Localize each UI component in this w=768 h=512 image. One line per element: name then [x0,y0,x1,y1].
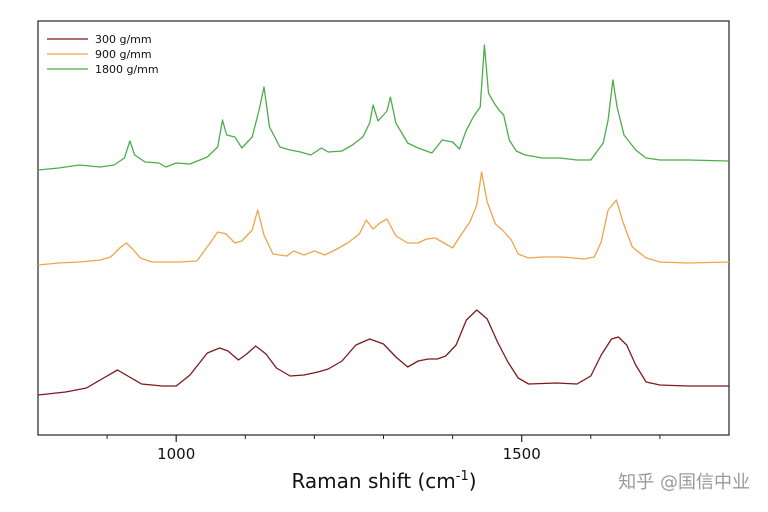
series-line-3 [37,44,730,171]
series-line-2 [37,171,730,266]
legend-label-3: 1800 g/mm [95,63,159,76]
x-axis-label-superscript: -1 [456,469,469,484]
x-tick-label: 1500 [503,445,541,463]
x-axis-label-close: ) [469,469,477,493]
x-tick-label: 1000 [157,445,195,463]
legend-label-1: 300 g/mm [95,33,152,46]
series-line-1 [37,309,729,396]
watermark-text: 知乎 @国信中业 [618,472,750,493]
series-lines [37,44,730,396]
x-axis-label-text: Raman shift (cm [291,469,455,493]
legend-label-2: 900 g/mm [95,48,152,61]
x-axis-label: Raman shift (cm-1) [291,469,476,493]
x-axis-ticks: 1000 1500 [106,435,661,463]
legend: 300 g/mm 900 g/mm 1800 g/mm [47,33,159,76]
